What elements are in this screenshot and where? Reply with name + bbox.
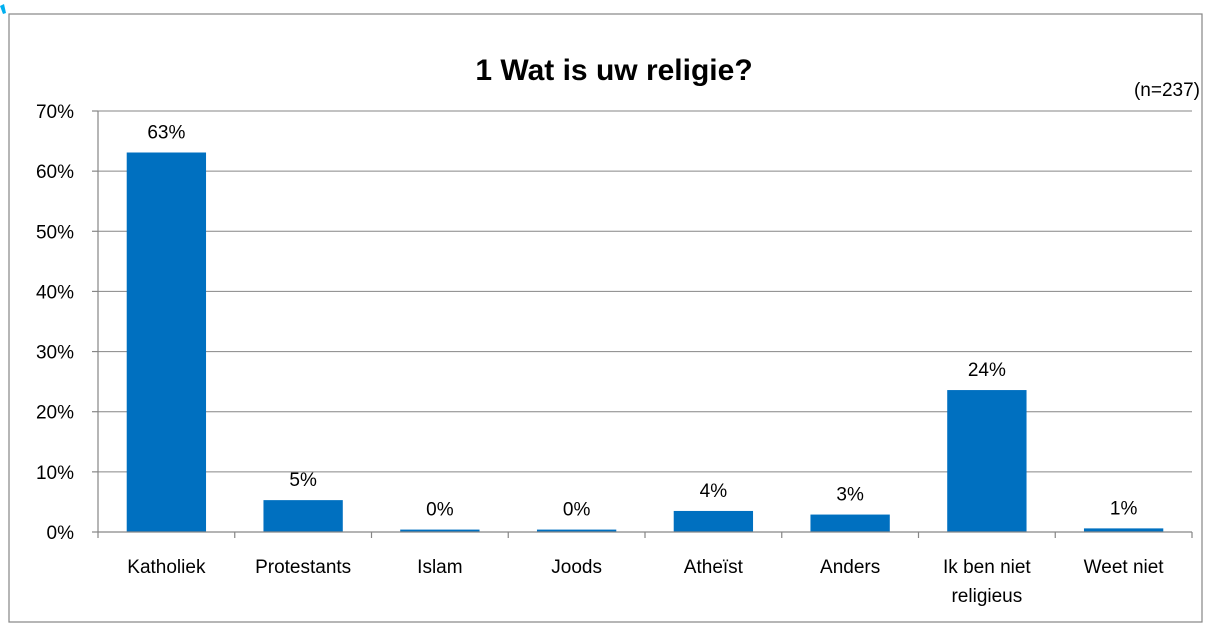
data-label: 3% bbox=[836, 485, 864, 506]
bars bbox=[126, 152, 1164, 532]
chart-title: 1 Wat is uw religie? bbox=[475, 54, 752, 87]
y-tick-label: 0% bbox=[47, 523, 75, 544]
y-tick-label: 20% bbox=[36, 403, 74, 424]
bar bbox=[126, 152, 207, 532]
bar bbox=[263, 500, 343, 532]
bar bbox=[536, 529, 617, 532]
bar bbox=[810, 514, 890, 532]
y-tick-label: 10% bbox=[36, 463, 74, 484]
y-tick-label: 70% bbox=[36, 102, 74, 123]
y-tick-labels: 0% 10% 20% 30% 40% 50% 60% 70% bbox=[36, 102, 74, 544]
sample-size-note: (n=237) bbox=[1134, 80, 1200, 101]
bar bbox=[400, 529, 480, 532]
bar bbox=[947, 390, 1027, 532]
bar bbox=[673, 510, 754, 532]
category-label: Joods bbox=[551, 557, 602, 578]
category-label: religieus bbox=[951, 586, 1022, 607]
category-label: Protestants bbox=[255, 557, 351, 578]
category-label: Ik ben niet bbox=[943, 557, 1031, 578]
axes bbox=[97, 111, 1193, 538]
data-label: 24% bbox=[968, 360, 1006, 381]
y-tick-label: 50% bbox=[36, 222, 74, 243]
data-label: 63% bbox=[147, 122, 185, 143]
bar bbox=[1083, 528, 1164, 532]
header-accent-fragment bbox=[0, 4, 6, 14]
data-labels: 63% 5% 0% 0% 4% 3% 24% 1% bbox=[147, 122, 1137, 520]
y-tick-label: 60% bbox=[36, 162, 74, 183]
data-label: 5% bbox=[289, 470, 317, 491]
category-label: Anders bbox=[820, 557, 880, 578]
category-label: Atheïst bbox=[684, 557, 744, 578]
data-label: 1% bbox=[1110, 498, 1138, 519]
data-label: 0% bbox=[426, 500, 454, 521]
category-label: Katholiek bbox=[127, 557, 206, 578]
category-label: Islam bbox=[417, 557, 462, 578]
y-tick-label: 30% bbox=[36, 343, 74, 364]
data-label: 0% bbox=[563, 500, 591, 521]
y-tick-label: 40% bbox=[36, 282, 74, 303]
data-label: 4% bbox=[700, 481, 728, 502]
category-labels: Katholiek Protestants Islam Joods Atheïst And… bbox=[127, 557, 1164, 607]
category-label: Weet niet bbox=[1084, 557, 1165, 578]
